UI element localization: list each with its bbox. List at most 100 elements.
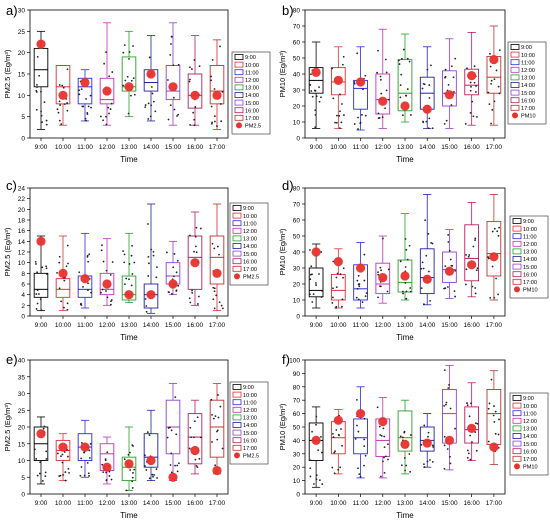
data-point xyxy=(88,474,90,477)
data-point xyxy=(217,416,220,419)
data-point xyxy=(356,424,358,427)
box-body xyxy=(375,73,391,115)
data-point xyxy=(495,69,498,72)
box-14:00 xyxy=(419,413,435,468)
data-point xyxy=(364,295,367,298)
data-point xyxy=(489,65,492,68)
legend-label: 14:00 xyxy=(243,423,257,429)
data-point xyxy=(63,279,66,282)
data-point xyxy=(193,250,195,253)
legend-label: 10:00 xyxy=(521,53,535,59)
data-point xyxy=(41,266,44,269)
legend-swatch xyxy=(512,225,522,232)
x-tick-label: 17:00 xyxy=(209,500,226,507)
data-point xyxy=(87,289,89,292)
data-point xyxy=(468,254,471,256)
data-point xyxy=(124,283,126,286)
box-9:00 xyxy=(33,30,49,130)
data-point xyxy=(132,45,134,47)
x-tick-label: 11:00 xyxy=(77,144,93,151)
y-tick-label: 20 xyxy=(18,50,26,57)
y-tick-label: 60 xyxy=(293,40,301,47)
data-point xyxy=(133,93,136,96)
data-point xyxy=(131,444,134,447)
x-tick-label: 10:00 xyxy=(55,144,72,151)
legend-label: 17:00 xyxy=(523,280,537,286)
data-point xyxy=(167,79,169,81)
data-point xyxy=(177,113,180,116)
y-tick-label: 60 xyxy=(293,411,301,418)
box-body xyxy=(464,68,480,96)
data-point xyxy=(474,239,476,241)
mean-marker xyxy=(444,266,455,276)
data-point xyxy=(450,65,453,68)
data-point xyxy=(40,110,42,113)
data-point xyxy=(199,227,202,230)
data-point xyxy=(376,71,379,74)
data-point xyxy=(144,298,147,300)
data-point xyxy=(355,296,358,299)
mean-marker xyxy=(311,435,321,445)
data-point xyxy=(199,436,202,439)
legend-swatch xyxy=(232,265,242,272)
data-point xyxy=(447,387,450,389)
y-tick-label: 50 xyxy=(293,425,301,432)
data-point xyxy=(420,287,423,290)
data-point xyxy=(449,407,452,410)
data-point xyxy=(464,123,467,125)
data-point xyxy=(387,443,389,446)
mean-marker xyxy=(146,455,156,466)
data-point xyxy=(212,298,215,301)
box-16:00 xyxy=(464,32,480,126)
data-point xyxy=(401,114,404,117)
data-point xyxy=(166,436,169,439)
data-point xyxy=(315,284,317,286)
data-point xyxy=(449,258,452,261)
data-point xyxy=(106,451,109,454)
data-point xyxy=(332,436,335,439)
data-point xyxy=(423,463,425,466)
data-point xyxy=(39,461,42,464)
data-point xyxy=(35,263,37,265)
legend-label: 12:00 xyxy=(243,229,257,235)
data-point xyxy=(90,291,92,294)
data-point xyxy=(490,378,493,381)
legend-label: PM2.5 xyxy=(243,454,259,460)
data-point xyxy=(101,288,104,291)
legend-swatch xyxy=(234,114,244,121)
mean-marker xyxy=(212,90,222,100)
data-point xyxy=(87,105,90,108)
data-point xyxy=(493,100,496,103)
data-point xyxy=(472,245,475,248)
mean-marker xyxy=(467,423,477,433)
data-point xyxy=(338,127,341,129)
data-point xyxy=(152,254,155,257)
data-point xyxy=(191,289,193,292)
data-point xyxy=(35,308,38,310)
data-point xyxy=(471,100,474,103)
data-point xyxy=(192,111,195,114)
data-point xyxy=(64,471,67,473)
box-12:00 xyxy=(375,397,391,479)
legend-swatch-marker xyxy=(514,463,520,470)
legend-label: 16:00 xyxy=(523,449,537,455)
data-point xyxy=(497,293,499,296)
x-tick-label: 17:00 xyxy=(209,144,226,151)
legend-swatch xyxy=(232,444,242,451)
box-16:00 xyxy=(187,35,203,127)
legend-swatch xyxy=(512,263,522,270)
data-point xyxy=(318,273,320,275)
data-point xyxy=(404,266,407,268)
x-axis-label: Time xyxy=(120,333,138,342)
box-body xyxy=(308,267,324,298)
legend-swatch xyxy=(232,258,242,265)
data-point xyxy=(475,269,478,272)
data-point xyxy=(377,273,380,276)
box-body xyxy=(187,235,203,290)
data-point xyxy=(405,464,408,467)
data-point xyxy=(212,286,215,289)
box-body xyxy=(143,433,159,468)
